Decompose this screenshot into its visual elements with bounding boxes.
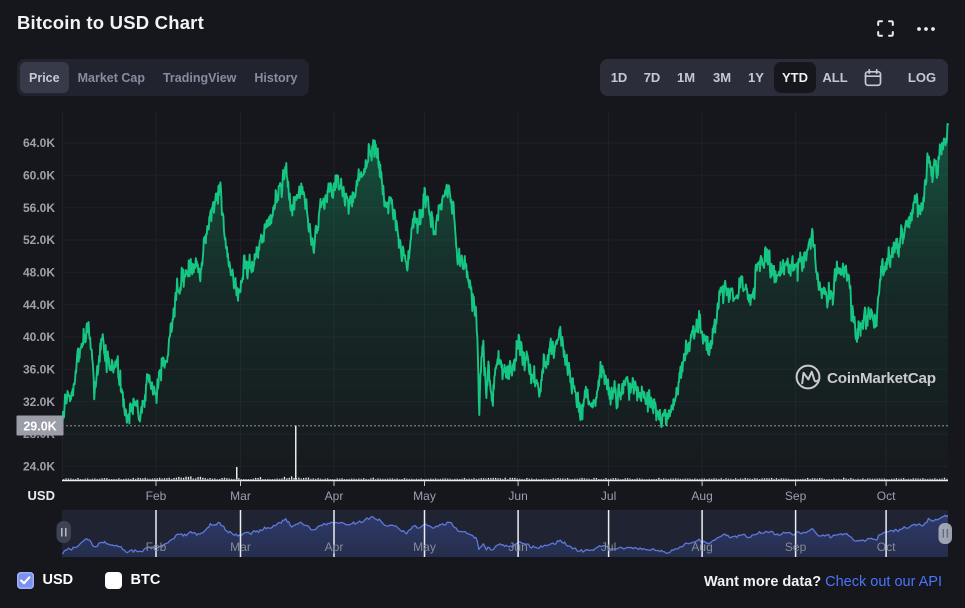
- svg-text:64.0K: 64.0K: [23, 136, 55, 150]
- svg-text:Feb: Feb: [146, 540, 167, 554]
- svg-text:56.0K: 56.0K: [23, 201, 55, 215]
- svg-text:29.0K: 29.0K: [23, 420, 56, 434]
- svg-text:Jun: Jun: [508, 489, 527, 503]
- svg-text:May: May: [413, 489, 436, 503]
- svg-text:24.0K: 24.0K: [23, 460, 55, 474]
- svg-text:Apr: Apr: [325, 489, 344, 503]
- svg-text:52.0K: 52.0K: [23, 233, 55, 247]
- svg-text:36.0K: 36.0K: [23, 363, 55, 377]
- svg-text:USD: USD: [28, 488, 55, 503]
- svg-text:Oct: Oct: [877, 489, 896, 503]
- svg-text:32.0K: 32.0K: [23, 395, 55, 409]
- svg-text:48.0K: 48.0K: [23, 266, 55, 280]
- svg-text:60.0K: 60.0K: [23, 169, 55, 183]
- svg-text:CoinMarketCap: CoinMarketCap: [827, 370, 936, 387]
- svg-text:Apr: Apr: [325, 540, 344, 554]
- svg-text:Jul: Jul: [601, 489, 616, 503]
- svg-text:Mar: Mar: [230, 489, 251, 503]
- svg-text:40.0K: 40.0K: [23, 330, 55, 344]
- svg-text:Jun: Jun: [508, 540, 527, 554]
- svg-text:Oct: Oct: [877, 540, 896, 554]
- svg-text:Aug: Aug: [691, 540, 712, 554]
- svg-text:Feb: Feb: [146, 489, 167, 503]
- svg-text:Mar: Mar: [230, 540, 251, 554]
- svg-text:May: May: [413, 540, 436, 554]
- svg-text:Aug: Aug: [691, 489, 712, 503]
- svg-text:Sep: Sep: [785, 489, 807, 503]
- svg-text:Jul: Jul: [601, 540, 616, 554]
- svg-text:44.0K: 44.0K: [23, 298, 55, 312]
- svg-text:Sep: Sep: [785, 540, 807, 554]
